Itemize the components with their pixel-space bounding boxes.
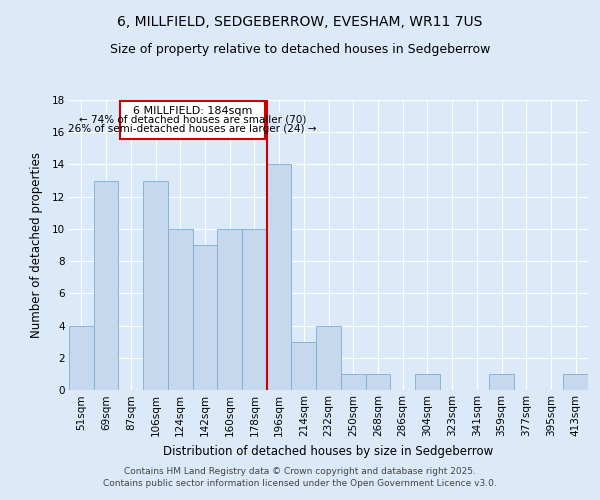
Bar <box>316 326 341 390</box>
Text: ← 74% of detached houses are smaller (70): ← 74% of detached houses are smaller (70… <box>79 114 306 124</box>
Text: 6, MILLFIELD, SEDGEBERROW, EVESHAM, WR11 7US: 6, MILLFIELD, SEDGEBERROW, EVESHAM, WR11… <box>118 15 482 29</box>
Bar <box>563 374 588 390</box>
Bar <box>292 342 316 390</box>
Text: 26% of semi-detached houses are larger (24) →: 26% of semi-detached houses are larger (… <box>68 124 317 134</box>
Bar <box>242 229 267 390</box>
Bar <box>341 374 365 390</box>
Bar <box>94 180 118 390</box>
Bar <box>489 374 514 390</box>
Text: Size of property relative to detached houses in Sedgeberrow: Size of property relative to detached ho… <box>110 42 490 56</box>
Text: Contains HM Land Registry data © Crown copyright and database right 2025.
Contai: Contains HM Land Registry data © Crown c… <box>103 466 497 487</box>
Bar <box>143 180 168 390</box>
Bar <box>69 326 94 390</box>
Bar <box>168 229 193 390</box>
Bar <box>193 245 217 390</box>
Bar <box>415 374 440 390</box>
Bar <box>267 164 292 390</box>
Bar <box>365 374 390 390</box>
Bar <box>119 101 265 138</box>
Text: 6 MILLFIELD: 184sqm: 6 MILLFIELD: 184sqm <box>133 106 252 116</box>
X-axis label: Distribution of detached houses by size in Sedgeberrow: Distribution of detached houses by size … <box>163 444 494 458</box>
Bar <box>217 229 242 390</box>
Y-axis label: Number of detached properties: Number of detached properties <box>30 152 43 338</box>
